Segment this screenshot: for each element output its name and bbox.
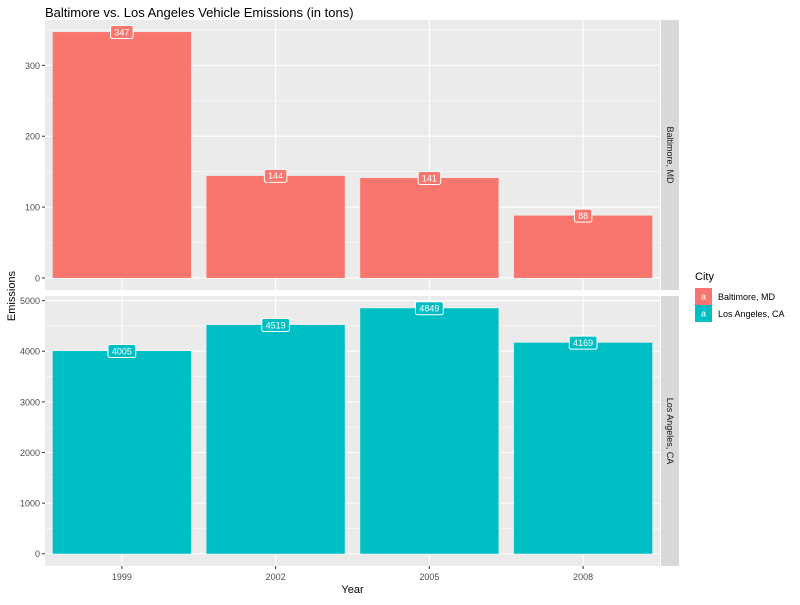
legend-title: City	[695, 271, 714, 283]
bar	[513, 215, 653, 278]
data-label-box	[568, 335, 598, 350]
y-tick-label: 100	[25, 203, 40, 213]
y-tick-label: 5000	[20, 296, 40, 306]
bar	[360, 308, 499, 554]
data-label-box	[417, 171, 442, 186]
legend-label: Baltimore, MD	[718, 292, 776, 302]
bar	[52, 32, 192, 278]
y-tick-label: 0	[35, 273, 40, 283]
x-tick-label: 2005	[419, 572, 439, 582]
y-tick-label: 2000	[20, 448, 40, 458]
y-tick-label: 1000	[20, 499, 40, 509]
data-label-box	[263, 168, 288, 183]
data-label-box	[414, 301, 444, 316]
chart-title: Baltimore vs. Los Angeles Vehicle Emissi…	[45, 5, 354, 20]
x-tick-label: 2008	[573, 572, 593, 582]
data-label: 144	[268, 171, 283, 181]
facet-strip	[661, 20, 679, 290]
y-tick-label: 300	[25, 61, 40, 71]
y-tick-label: 3000	[20, 397, 40, 407]
x-axis-label: Year	[341, 584, 364, 596]
data-label-box	[107, 343, 137, 358]
x-tick-label: 2002	[266, 572, 286, 582]
data-label-box	[261, 317, 291, 332]
data-label: 4849	[419, 304, 439, 314]
bar	[206, 175, 345, 278]
legend-key-glyph: a	[701, 292, 706, 302]
facet-strip-label: Baltimore, MD	[665, 126, 675, 184]
legend-label: Los Angeles, CA	[718, 309, 785, 319]
y-axis-label: Emissions	[6, 270, 18, 321]
bar	[52, 350, 192, 554]
bar	[206, 324, 345, 554]
facet-strip	[661, 296, 679, 566]
data-label: 4519	[266, 320, 286, 330]
data-label: 141	[422, 173, 437, 183]
legend-key-glyph: a	[701, 309, 706, 319]
data-label: 4169	[573, 338, 593, 348]
legend-key	[695, 288, 712, 305]
y-tick-label: 200	[25, 132, 40, 142]
facet-strip-label: Los Angeles, CA	[665, 398, 675, 465]
data-label: 4005	[112, 346, 132, 356]
bar	[360, 178, 499, 278]
y-tick-label: 0	[35, 549, 40, 559]
data-label: 347	[114, 27, 129, 37]
legend-key	[695, 305, 712, 322]
data-label-box	[573, 208, 593, 223]
x-tick-label: 1999	[112, 572, 132, 582]
data-label: 88	[578, 211, 588, 221]
y-tick-label: 4000	[20, 347, 40, 357]
data-label-box	[110, 25, 134, 40]
bar	[513, 342, 653, 554]
